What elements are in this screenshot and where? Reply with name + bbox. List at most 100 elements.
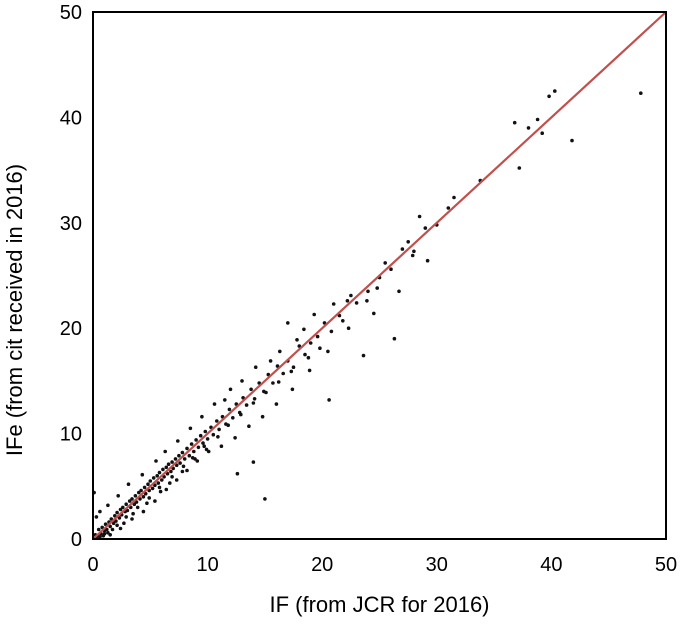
data-point: [512, 120, 517, 125]
data-point: [141, 509, 146, 514]
data-point: [331, 302, 336, 306]
data-point: [102, 531, 107, 536]
data-point: [150, 486, 155, 491]
data-point: [155, 474, 159, 478]
data-point: [118, 507, 123, 512]
y-axis-label: IFe (from cit received in 2016): [2, 164, 27, 456]
data-point: [142, 485, 147, 490]
data-point: [185, 468, 189, 473]
data-point: [315, 334, 320, 339]
data-point: [268, 359, 273, 363]
data-point: [124, 502, 128, 507]
data-point: [139, 488, 143, 493]
data-point: [98, 509, 102, 514]
data-point: [251, 460, 256, 464]
data-point: [196, 445, 201, 450]
data-point: [135, 505, 140, 510]
data-point: [98, 535, 102, 539]
data-point: [452, 195, 456, 200]
data-point: [223, 398, 227, 402]
data-point: [198, 433, 203, 438]
data-point: [639, 91, 643, 95]
data-point: [203, 429, 208, 434]
data-point: [302, 327, 306, 332]
data-point: [187, 453, 192, 458]
data-point: [158, 489, 163, 494]
x-axis-label: IF (from JCR for 2016): [269, 592, 489, 617]
data-point: [397, 289, 401, 294]
data-point: [228, 387, 233, 392]
data-point: [118, 526, 123, 531]
data-point: [141, 495, 146, 499]
data-point: [178, 461, 182, 465]
data-point: [124, 515, 128, 519]
data-point: [263, 497, 267, 501]
data-point: [318, 346, 322, 351]
data-point: [392, 336, 397, 341]
data-point: [349, 293, 353, 298]
data-point: [423, 226, 428, 230]
data-point: [106, 503, 110, 508]
data-point: [346, 326, 351, 331]
data-point: [156, 481, 161, 485]
data-point: [177, 453, 181, 458]
data-point: [192, 449, 196, 454]
data-point: [217, 427, 221, 432]
data-point: [189, 442, 194, 446]
data-point: [96, 527, 101, 532]
data-point: [375, 286, 380, 290]
data-point: [329, 329, 334, 334]
data-point: [212, 402, 217, 406]
data-point: [235, 471, 240, 476]
data-point: [211, 432, 216, 437]
data-point: [182, 457, 187, 461]
data-point: [205, 437, 210, 441]
data-point: [204, 447, 209, 452]
data-point: [226, 423, 230, 428]
data-point: [200, 414, 204, 419]
data-point: [174, 478, 179, 482]
data-point: [130, 497, 134, 501]
data-point: [131, 511, 135, 516]
data-point: [160, 478, 164, 482]
data-point: [308, 341, 313, 345]
data-point: [345, 299, 350, 303]
data-point: [181, 464, 186, 469]
data-point: [383, 261, 388, 265]
data-point: [106, 530, 110, 535]
data-point: [170, 460, 174, 464]
data-point: [164, 487, 169, 492]
data-point: [540, 131, 544, 135]
data-point: [121, 505, 125, 510]
data-point: [148, 479, 153, 483]
data-point: [157, 470, 162, 475]
data-point: [202, 444, 206, 449]
data-point: [289, 369, 294, 374]
data-point: [326, 349, 330, 354]
y-tick-label: 10: [60, 424, 82, 446]
data-point: [137, 490, 141, 495]
data-point: [190, 456, 195, 460]
data-point: [260, 414, 265, 419]
data-point: [361, 353, 366, 358]
x-axis-ticks: 0 10 20 30 40 50: [87, 554, 677, 576]
data-point: [146, 482, 150, 487]
y-tick-label: 40: [60, 107, 82, 129]
y-axis-ticks: 0 10 20 30 40 50: [60, 2, 82, 551]
data-point: [166, 462, 171, 467]
data-point: [231, 416, 235, 420]
data-point: [303, 352, 307, 357]
data-point: [327, 398, 331, 402]
data-point: [115, 510, 119, 515]
data-point: [153, 499, 157, 503]
data-point: [115, 523, 119, 528]
data-point: [201, 441, 205, 445]
scatter-points: [92, 89, 643, 540]
data-point: [127, 499, 132, 503]
data-point: [94, 515, 99, 519]
data-point: [446, 206, 451, 210]
x-tick-label: 0: [87, 554, 98, 576]
data-point: [406, 240, 411, 244]
data-point: [161, 467, 165, 472]
data-point: [425, 258, 430, 263]
